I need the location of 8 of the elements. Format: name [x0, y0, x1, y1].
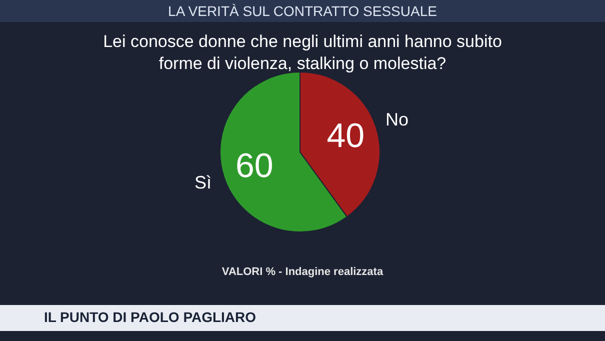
chart-title: Lei conosce donne che negli ultimi anni hanno subito forme di violenza, stalking o molestia?: [103, 32, 502, 73]
data-label: 40: [326, 117, 365, 156]
text: IL PUNTO DI PAOLO PAGLIARO: [44, 309, 256, 325]
slice-label: No: [386, 109, 409, 130]
data-label: 60: [235, 146, 274, 185]
slice-label: Sì: [194, 172, 212, 193]
chart-subtitle: LA VERITÀ SUL CONTRATTO SESSUALE: [168, 3, 437, 19]
text: VALORI % - Indagine realizzata: [222, 266, 384, 278]
